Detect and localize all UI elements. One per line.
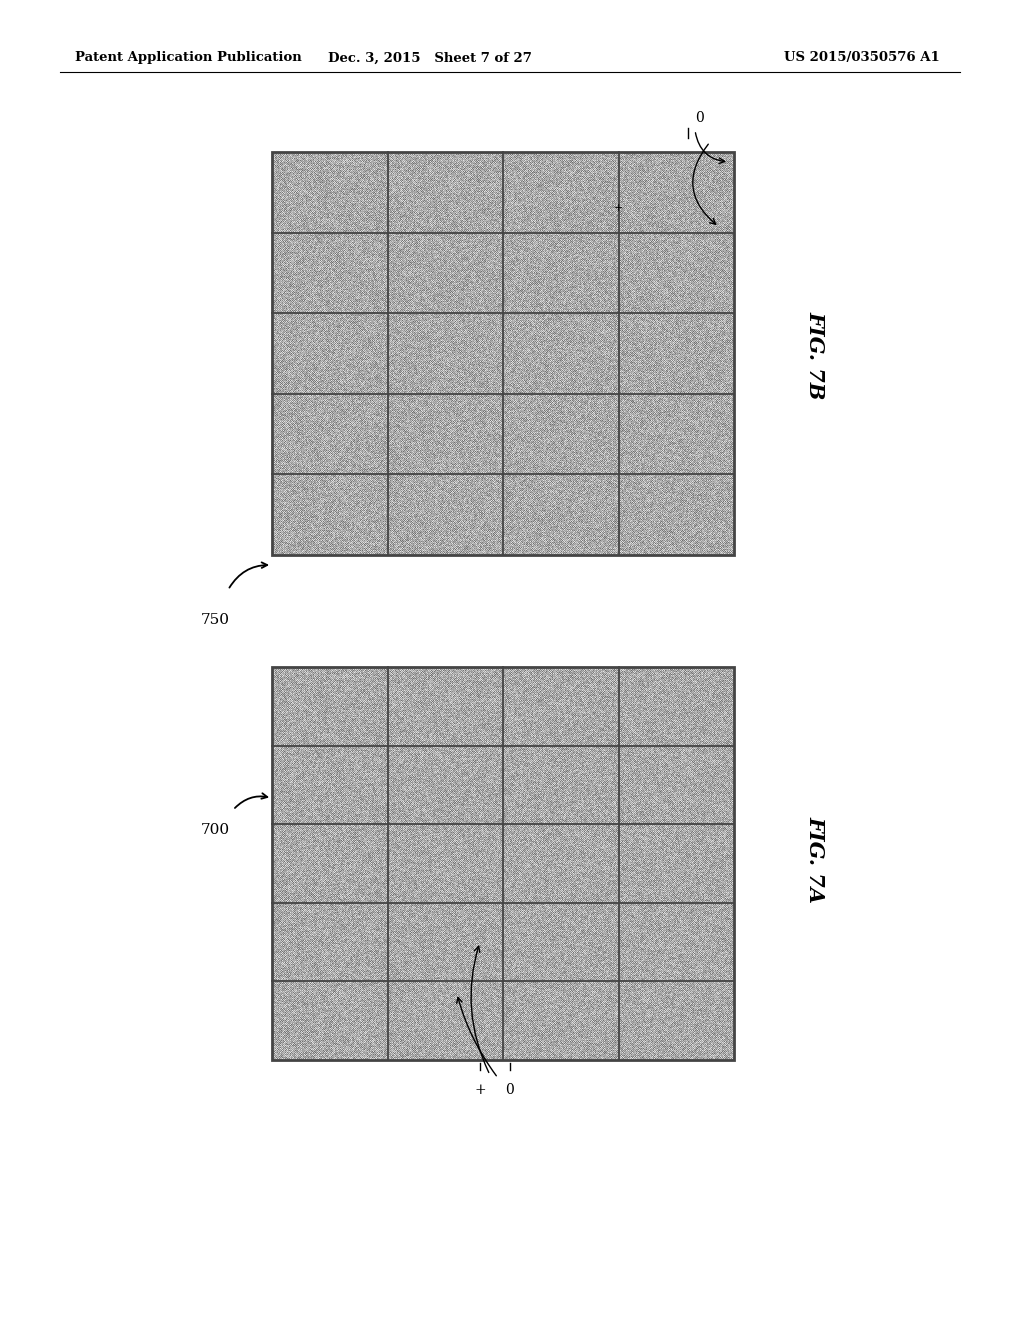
Text: Dec. 3, 2015   Sheet 7 of 27: Dec. 3, 2015 Sheet 7 of 27	[328, 51, 531, 65]
Text: US 2015/0350576 A1: US 2015/0350576 A1	[784, 51, 940, 65]
Text: 700: 700	[201, 822, 229, 837]
Text: Patent Application Publication: Patent Application Publication	[75, 51, 302, 65]
Text: 0: 0	[695, 111, 705, 125]
Text: FIG. 7A: FIG. 7A	[805, 817, 825, 903]
Text: +: +	[613, 203, 624, 214]
Text: FIG. 7B: FIG. 7B	[805, 310, 825, 399]
Text: 750: 750	[201, 612, 229, 627]
Text: 0: 0	[506, 1082, 514, 1097]
Bar	[272, 152, 734, 554]
Text: +: +	[474, 1082, 485, 1097]
Bar	[272, 667, 734, 1060]
